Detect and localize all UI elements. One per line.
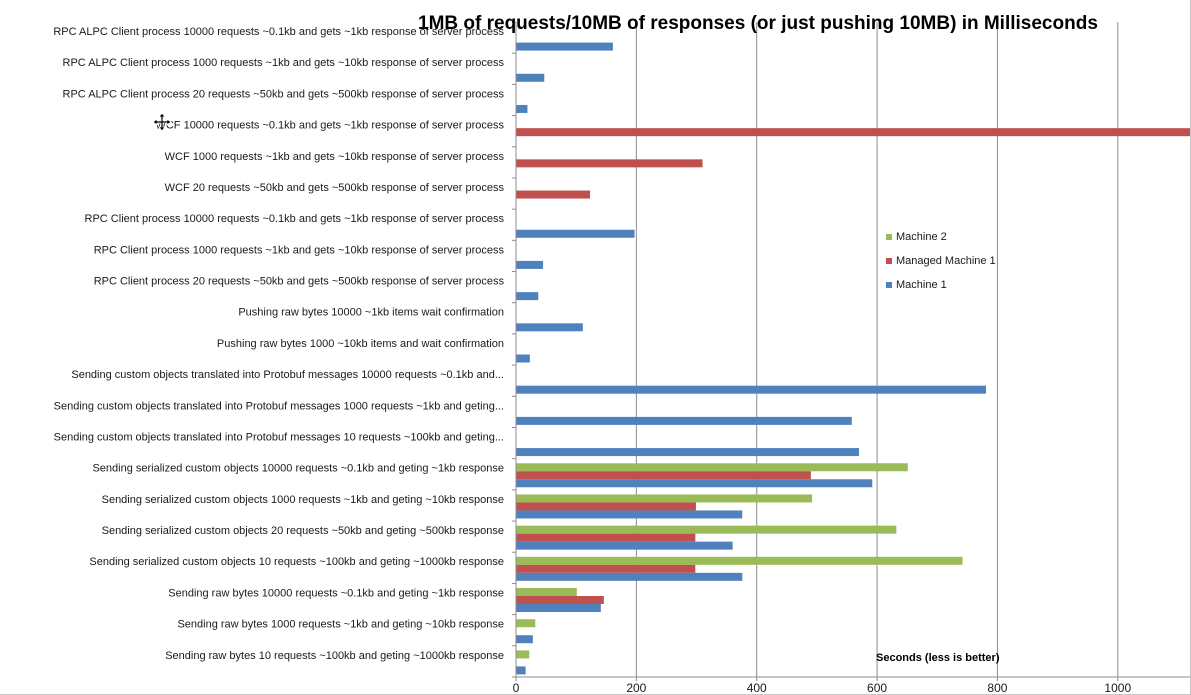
bar-machine-1-17: [516, 572, 743, 581]
category-label: RPC ALPC Client process 20 requests ~50k…: [63, 88, 505, 100]
category-label: Sending raw bytes 1000 requests ~1kb and…: [177, 619, 504, 631]
category-label: RPC Client process 1000 requests ~1kb an…: [94, 244, 505, 256]
bar-machine-1-15: [516, 510, 743, 519]
x-tick-label: 0: [513, 681, 520, 695]
category-label: RPC Client process 20 requests ~50kb and…: [94, 276, 505, 288]
bar-machine-1-19: [516, 635, 533, 644]
bar-machine-1-2: [516, 104, 528, 113]
legend-swatch-managed-machine-1: [886, 258, 892, 264]
bar-machine-2-14: [516, 463, 908, 472]
bar-machine-2-16: [516, 525, 897, 534]
category-label: WCF 1000 requests ~1kb and gets ~10kb re…: [165, 151, 505, 163]
x-tick-label: 600: [867, 681, 887, 695]
bar-managed-machine-1-5: [516, 190, 591, 199]
category-label: WCF 20 requests ~50kb and gets ~500kb re…: [165, 182, 505, 194]
bar-machine-1-8: [516, 292, 539, 301]
legend-swatch-machine-1: [886, 282, 892, 288]
bar-machine-1-6: [516, 229, 635, 238]
category-label: RPC Client process 10000 requests ~0.1kb…: [85, 213, 505, 225]
bar-machine-2-20: [516, 650, 530, 659]
category-label: Sending raw bytes 10 requests ~100kb and…: [165, 650, 504, 662]
bar-machine-2-18: [516, 588, 577, 597]
bar-machine-1-12: [516, 416, 852, 425]
bar-machine-2-15: [516, 494, 813, 503]
tick-labels: 0 200 400 600 800 1000: [513, 681, 1132, 695]
legend-label-managed-machine-1: Managed Machine 1: [896, 255, 996, 267]
bar-managed-machine-1-4: [516, 159, 703, 168]
bar-machine-1-10: [516, 354, 530, 363]
category-label: Sending serialized custom objects 10000 …: [92, 463, 504, 475]
category-label: Sending custom objects translated into P…: [54, 431, 504, 443]
bar-machine-1-1: [516, 73, 545, 82]
category-label: Sending serialized custom objects 1000 r…: [102, 494, 504, 506]
category-label: RPC ALPC Client process 10000 requests ~…: [53, 26, 504, 38]
category-label: Sending serialized custom objects 20 req…: [102, 525, 504, 537]
category-label: Sending serialized custom objects 10 req…: [89, 556, 504, 568]
bar-machine-1-11: [516, 385, 986, 394]
category-label: Pushing raw bytes 10000 ~1kb items wait …: [238, 307, 504, 319]
bar-machine-1-13: [516, 448, 860, 457]
chart-title: 1MB of requests/10MB of responses (or ju…: [418, 13, 1098, 34]
category-labels: RPC ALPC Client process 10000 requests ~…: [53, 26, 504, 662]
bar-machine-1-0: [516, 42, 613, 51]
bar-machine-1-20: [516, 666, 526, 675]
bar-machine-2-17: [516, 556, 963, 565]
bar-managed-machine-1-3: [516, 128, 1190, 137]
move-cursor-icon: [152, 112, 172, 132]
bars: [516, 42, 1190, 675]
legend: Machine 2 Managed Machine 1 Machine 1: [886, 231, 996, 291]
x-axis-title: Seconds (less is better): [876, 652, 1000, 664]
category-label: Sending custom objects translated into P…: [54, 400, 504, 412]
category-label: RPC ALPC Client process 1000 requests ~1…: [63, 57, 505, 69]
bar-machine-1-7: [516, 260, 544, 269]
x-tick-label: 400: [747, 681, 767, 695]
bar-machine-1-16: [516, 541, 733, 550]
legend-label-machine-2: Machine 2: [896, 231, 947, 243]
x-tick-label: 1000: [1104, 681, 1131, 695]
bar-machine-2-19: [516, 619, 536, 628]
bar-managed-machine-1-14: [516, 471, 811, 480]
x-tick-label: 800: [987, 681, 1007, 695]
bar-managed-machine-1-16: [516, 533, 696, 542]
legend-label-machine-1: Machine 1: [896, 279, 947, 291]
bar-machine-1-14: [516, 479, 873, 488]
category-label: WCF 10000 requests ~0.1kb and gets ~1kb …: [155, 120, 504, 132]
legend-swatch-machine-2: [886, 234, 892, 240]
category-label: Pushing raw bytes 1000 ~10kb items and w…: [217, 338, 504, 350]
bar-machine-1-9: [516, 323, 583, 332]
x-tick-label: 200: [626, 681, 646, 695]
axes: [512, 21, 1190, 681]
category-label: Sending raw bytes 10000 requests ~0.1kb …: [168, 587, 504, 599]
bar-machine-1-18: [516, 604, 601, 613]
bar-managed-machine-1-18: [516, 596, 604, 605]
bar-managed-machine-1-15: [516, 502, 696, 511]
category-label: Sending custom objects translated into P…: [71, 369, 504, 381]
bar-managed-machine-1-17: [516, 564, 696, 573]
